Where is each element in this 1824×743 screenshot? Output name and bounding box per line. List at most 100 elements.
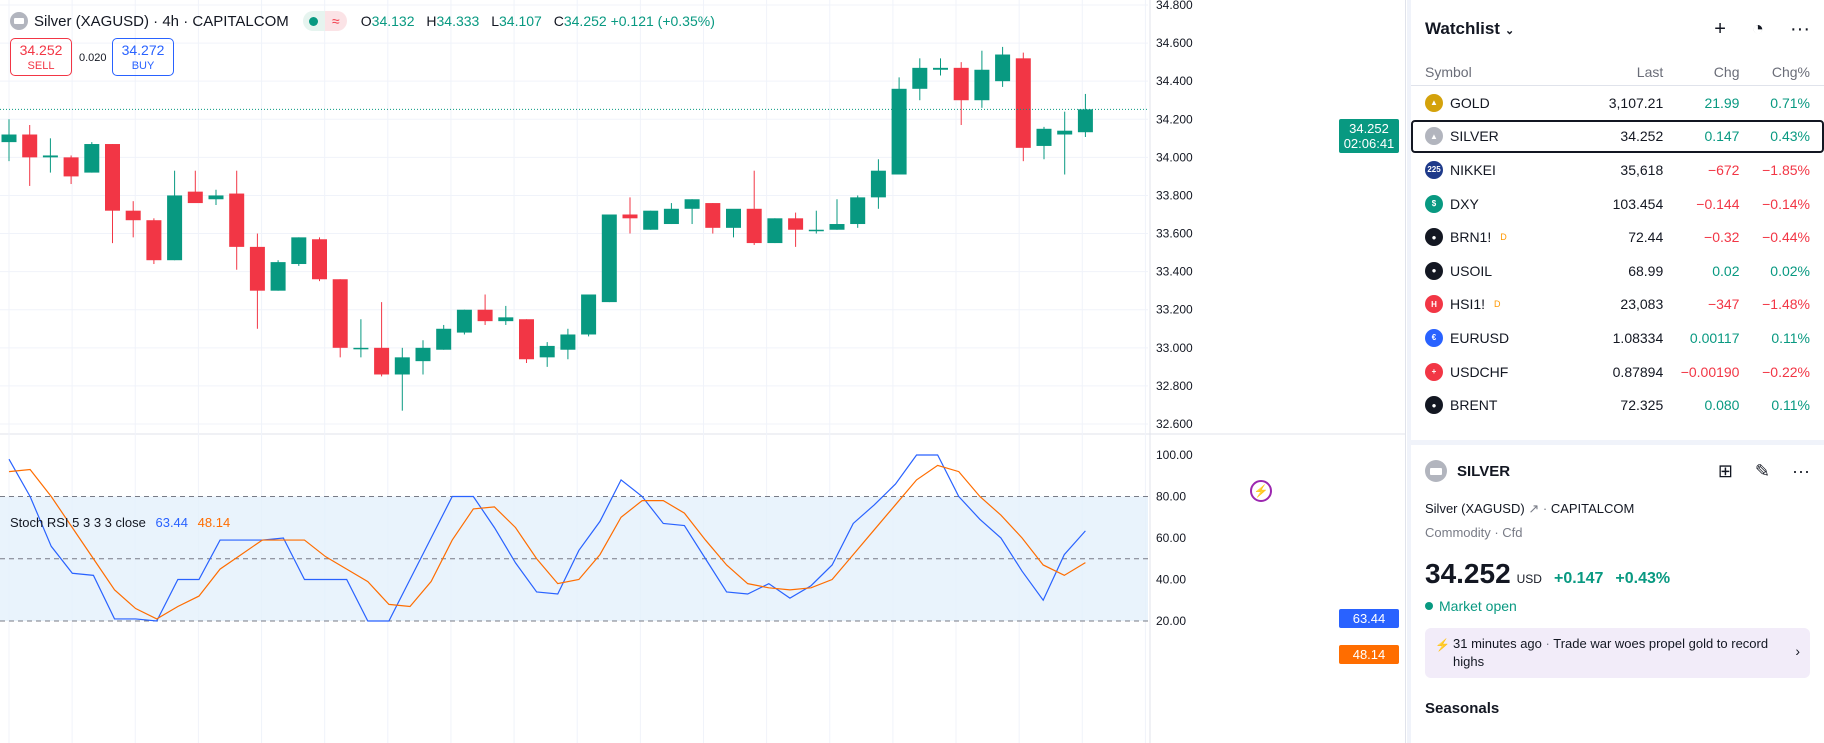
approx-icon: ≈ (324, 11, 347, 31)
candle-body (291, 237, 307, 265)
candle-body (42, 155, 58, 158)
watchlist-row-usdchf[interactable]: + USDCHF 0.87894 −0.00190 −0.22% (1411, 355, 1824, 389)
chart-area[interactable]: 34.800 34.600 34.400 34.200 34.000 33.800 33.6… (0, 0, 1406, 743)
col-symbol[interactable]: Symbol (1425, 63, 1472, 80)
price-axis-label: 33.400 (1156, 265, 1193, 279)
stoch-rsi-legend[interactable]: Stoch RSI 5 3 3 3 close 63.44 48.14 (10, 515, 230, 530)
price-axis-label: 34.800 (1156, 0, 1193, 12)
watchlist-row-eurusd[interactable]: € EURUSD 1.08334 0.00117 0.11% (1411, 321, 1824, 355)
candle-body (456, 309, 472, 333)
watchlist-row-dxy[interactable]: $ DXY 103.454 −0.144 −0.14% (1411, 187, 1824, 221)
row-chg: 21.99 (1704, 94, 1740, 111)
candle-body (208, 195, 224, 200)
row-symbol: NIKKEI (1450, 161, 1496, 178)
symbol-full-name[interactable]: Silver (XAGUSD) (1425, 501, 1525, 516)
hsi-icon: H (1425, 295, 1443, 314)
candle-body (933, 67, 948, 70)
more-icon[interactable]: ··· (1792, 460, 1810, 481)
row-chg: −0.144 (1696, 195, 1740, 212)
row-symbol: DXY (1450, 195, 1479, 212)
candle-body (643, 210, 659, 230)
buy-button[interactable]: 34.272 BUY (112, 38, 174, 76)
silver-icon: ▲ (1425, 127, 1443, 146)
watchlist-row-brn1[interactable]: ● BRN1! D 72.44 −0.32 −0.44% (1411, 220, 1824, 254)
nikkei-icon: 225 (1425, 160, 1443, 179)
candle-body (519, 319, 534, 360)
candle-body (808, 229, 824, 232)
candle-body (415, 347, 431, 362)
price-axis-label: 34.400 (1156, 74, 1193, 88)
row-symbol: BRN1! (1450, 229, 1492, 246)
price-axis-label: 33.600 (1156, 227, 1193, 241)
row-chg-pct: 0.71% (1770, 94, 1810, 111)
candle-body (705, 203, 721, 228)
col-chg[interactable]: Chg (1713, 63, 1740, 80)
row-chg-pct: 0.02% (1770, 262, 1810, 279)
details-price: 34.252 (1425, 558, 1511, 589)
candle-body (63, 157, 79, 177)
row-chg: 0.147 (1704, 128, 1740, 145)
details-symbol[interactable]: SILVER (1457, 462, 1511, 480)
stoch-axis-label: 100.00 (1156, 448, 1193, 462)
candle-body (726, 208, 741, 228)
price-axis-label: 33.000 (1156, 341, 1193, 355)
watchlist-row-silver[interactable]: ▲ SILVER 34.252 0.147 0.43% (1411, 119, 1824, 154)
market-open-dot-icon (1425, 602, 1433, 610)
watchlist-title-button[interactable]: Watchlist ⌄ (1425, 19, 1515, 38)
row-last: 103.454 (1612, 195, 1664, 212)
col-chg-pct[interactable]: Chg% (1771, 63, 1810, 80)
row-last: 1.08334 (1612, 329, 1664, 346)
candle-body (1015, 58, 1031, 148)
candle-body (394, 357, 410, 375)
eu-us-flag-icon: € (1425, 328, 1443, 347)
market-open-dot-icon (309, 16, 319, 26)
col-last[interactable]: Last (1636, 63, 1664, 80)
row-chg: −672 (1707, 161, 1740, 178)
candle-body (477, 309, 493, 322)
row-chg-pct: −0.44% (1762, 229, 1810, 246)
more-icon[interactable]: ··· (1790, 17, 1810, 40)
edit-icon[interactable]: ✎ (1754, 460, 1771, 481)
news-title: Trade war woes propel gold to record hig… (1453, 636, 1769, 669)
stoch-rsi-label: Stoch RSI 5 3 3 3 close (10, 515, 146, 530)
sell-button[interactable]: 34.252 SELL (10, 38, 72, 76)
watchlist-row-brent[interactable]: ● BRENT 72.325 0.080 0.11% (1411, 388, 1824, 422)
stoch-axis-label: 40.00 (1156, 573, 1186, 587)
news-item[interactable]: ⚡ 31 minutes ago · Trade war woes propel… (1425, 628, 1810, 678)
row-chg: −347 (1707, 296, 1740, 313)
watchlist-row-usoil[interactable]: ● USOIL 68.99 0.02 0.02% (1411, 254, 1824, 288)
row-last: 68.99 (1628, 262, 1664, 279)
candle-body (581, 294, 597, 335)
candle-body (249, 246, 265, 291)
row-chg: 0.00117 (1689, 329, 1740, 346)
row-symbol: HSI1! (1450, 296, 1486, 313)
exchange-name: CAPITALCOM (1550, 501, 1635, 516)
price-chart[interactable]: 34.800 34.600 34.400 34.200 34.000 33.800 33.6… (0, 0, 1406, 743)
price-axis-label: 32.800 (1156, 379, 1193, 393)
price-axis-label: 34.600 (1156, 36, 1193, 50)
grid-icon[interactable]: ⊞ (1717, 460, 1733, 481)
add-symbol-icon[interactable]: + (1714, 17, 1726, 40)
row-last: 3,107.21 (1608, 94, 1664, 111)
bar-countdown: 02:06:41 (1343, 136, 1395, 151)
row-symbol: USDCHF (1450, 363, 1509, 380)
market-status-pill[interactable]: ≈ (302, 11, 347, 31)
watchlist-rows: ▲ GOLD 3,107.21 21.99 0.71% ▲ SILVER 34.252 0.14… (1411, 86, 1824, 422)
chart-legend: Silver (XAGUSD) · 4h · CAPITALCOM ≈ O34.… (10, 11, 723, 31)
seasonals-heading[interactable]: Seasonals (1425, 700, 1500, 717)
watchlist-row-hsi1[interactable]: H HSI1! D 23,083 −347 −1.48% (1411, 288, 1824, 322)
candle-body (1057, 130, 1073, 135)
us-ch-flag-icon: + (1425, 362, 1443, 381)
external-link-icon[interactable]: ↗ (1528, 501, 1540, 516)
pie-chart-icon[interactable]: ◔ (1751, 17, 1765, 40)
stoch-axis-label: 20.00 (1156, 614, 1186, 628)
watchlist-row-nikkei[interactable]: 225 NIKKEI 35,618 −672 −1.85% (1411, 153, 1824, 187)
candle-body (270, 262, 286, 291)
row-last: 72.44 (1628, 229, 1664, 246)
flash-icon[interactable]: ⚡ (1250, 480, 1272, 502)
delayed-badge: D (1500, 232, 1507, 243)
chart-title[interactable]: Silver (XAGUSD) · 4h · CAPITALCOM (34, 12, 289, 30)
candle-body (332, 279, 348, 348)
candle-body (22, 134, 38, 158)
watchlist-row-gold[interactable]: ▲ GOLD 3,107.21 21.99 0.71% (1411, 86, 1824, 120)
